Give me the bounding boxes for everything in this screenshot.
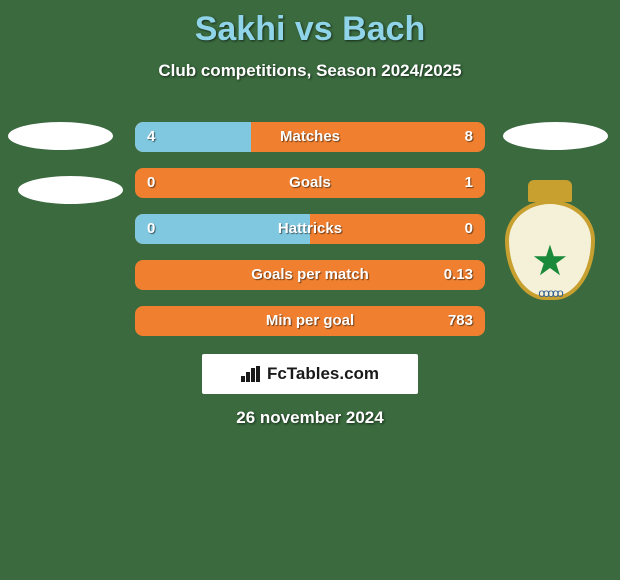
bar-right-value: 0.13 [444, 260, 473, 290]
bar-right-value: 783 [448, 306, 473, 336]
page-title: Sakhi vs Bach [0, 0, 620, 49]
bar-label: Goals per match [135, 260, 485, 290]
bar-label: Matches [135, 122, 485, 152]
bar-label: Min per goal [135, 306, 485, 336]
crest-rings-icon: ooooo [538, 286, 561, 300]
player-left-photo-placeholder [18, 176, 123, 204]
bar-row-matches: 4 Matches 8 [135, 122, 485, 152]
crest-star-icon: ★ [531, 240, 569, 282]
brand-text: FcTables.com [267, 364, 379, 384]
bar-right-value: 1 [465, 168, 473, 198]
page-subtitle: Club competitions, Season 2024/2025 [0, 61, 620, 81]
bar-chart-icon [241, 366, 261, 382]
bar-row-min-per-goal: Min per goal 783 [135, 306, 485, 336]
bar-right-value: 8 [465, 122, 473, 152]
bar-row-goals-per-match: Goals per match 0.13 [135, 260, 485, 290]
player-left-photo-placeholder [8, 122, 113, 150]
club-crest: ★ ooooo [500, 180, 600, 310]
bar-row-goals: 0 Goals 1 [135, 168, 485, 198]
brand-box: FcTables.com [202, 354, 418, 394]
comparison-infographic: Sakhi vs Bach Club competitions, Season … [0, 0, 620, 580]
bar-right-value: 0 [465, 214, 473, 244]
bar-label: Hattricks [135, 214, 485, 244]
crest-crown-icon [528, 180, 572, 202]
comparison-bars: 4 Matches 8 0 Goals 1 0 Hattricks 0 Goal… [135, 122, 485, 352]
date-text: 26 november 2024 [0, 408, 620, 428]
player-right-photo-placeholder [503, 122, 608, 150]
bar-label: Goals [135, 168, 485, 198]
bar-row-hattricks: 0 Hattricks 0 [135, 214, 485, 244]
